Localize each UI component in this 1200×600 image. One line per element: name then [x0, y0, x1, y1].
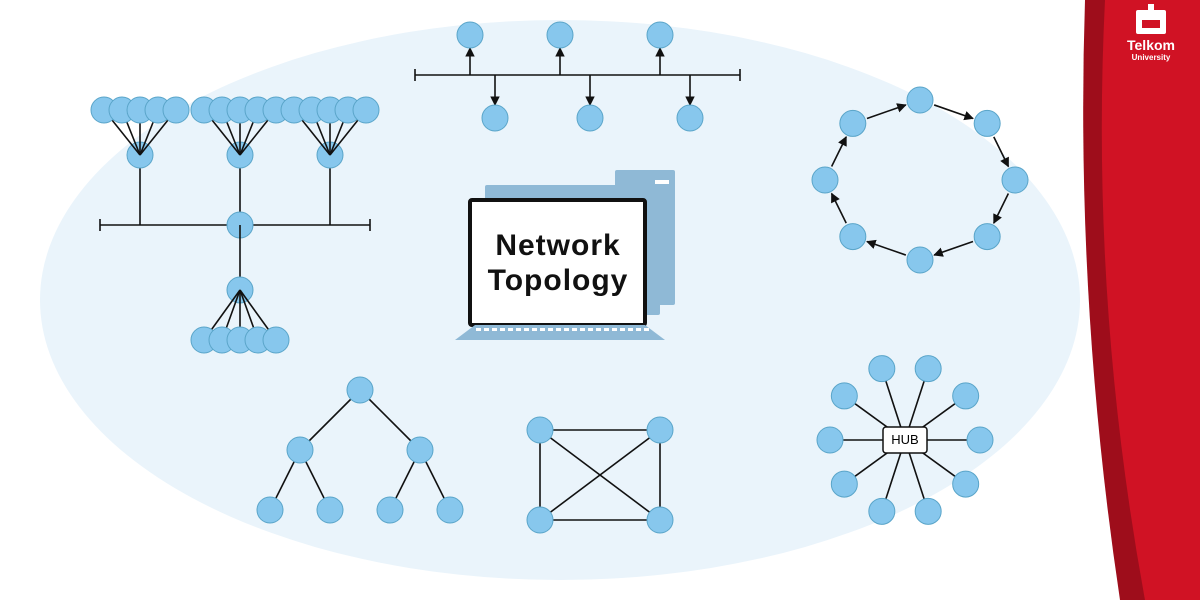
topology-node	[953, 383, 979, 409]
topology-node	[840, 110, 866, 136]
topology-node	[812, 167, 838, 193]
topology-node	[647, 507, 673, 533]
topology-node	[437, 497, 463, 523]
topology-node	[869, 356, 895, 382]
topology-node	[677, 105, 703, 131]
topology-node	[817, 427, 843, 453]
topology-node	[647, 417, 673, 443]
topology-node	[163, 97, 189, 123]
topology-node	[953, 471, 979, 497]
topology-node	[907, 247, 933, 273]
topology-node	[869, 498, 895, 524]
topology-node	[257, 497, 283, 523]
brand-ribbon: TelkomUniversity	[1083, 0, 1200, 600]
topology-node	[831, 383, 857, 409]
topology-node	[831, 471, 857, 497]
topology-node	[647, 22, 673, 48]
topology-node	[457, 22, 483, 48]
topology-node	[967, 427, 993, 453]
topology-node	[527, 507, 553, 533]
topology-node	[482, 105, 508, 131]
topology-node	[915, 356, 941, 382]
hub-label-text: HUB	[891, 432, 918, 447]
topology-node	[353, 97, 379, 123]
title-line2: Topology	[488, 264, 629, 297]
computer-illustration: NetworkTopology	[455, 170, 675, 340]
topology-node	[317, 497, 343, 523]
topology-node	[577, 105, 603, 131]
topology-node	[1002, 167, 1028, 193]
topology-node	[907, 87, 933, 113]
topology-node	[840, 224, 866, 250]
topology-node	[263, 327, 289, 353]
topology-node	[547, 22, 573, 48]
topology-node	[407, 437, 433, 463]
brand-main-text: Telkom	[1127, 37, 1175, 53]
topology-node	[377, 497, 403, 523]
topology-node	[974, 110, 1000, 136]
brand-sub-text: University	[1132, 53, 1171, 62]
topology-node	[347, 377, 373, 403]
topology-node	[974, 224, 1000, 250]
topology-node	[287, 437, 313, 463]
topology-node	[915, 498, 941, 524]
topology-node	[527, 417, 553, 443]
title-line1: Network	[495, 229, 620, 262]
